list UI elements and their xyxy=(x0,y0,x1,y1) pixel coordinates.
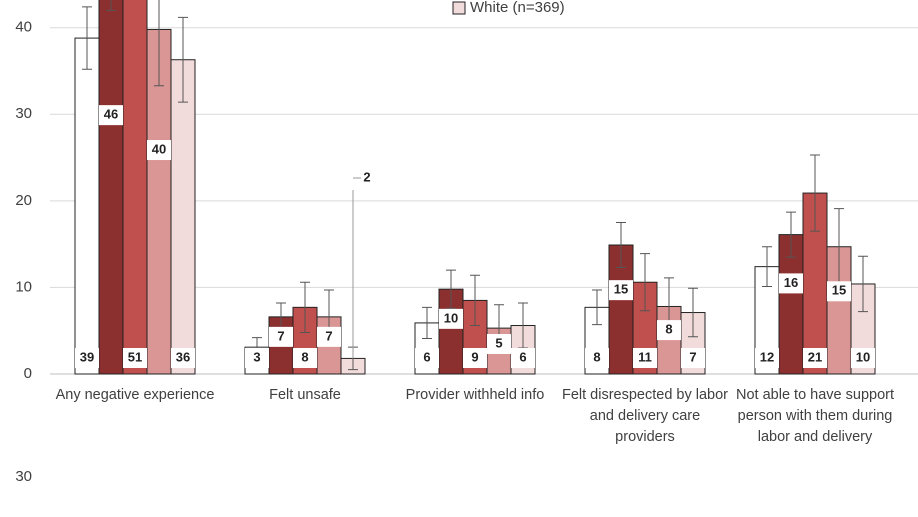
value-label: 10 xyxy=(444,310,458,325)
label-box xyxy=(803,348,827,368)
value-label: 3 xyxy=(253,349,260,364)
error-bar xyxy=(786,211,796,258)
value-label: 7 xyxy=(689,349,696,364)
error-bar xyxy=(762,246,772,288)
error-bar xyxy=(592,289,602,326)
value-label: 46 xyxy=(104,107,118,122)
x-tick-label: Not able to have support person with the… xyxy=(736,387,894,445)
label-box xyxy=(123,348,147,368)
value-label: 15 xyxy=(614,282,628,297)
bar xyxy=(122,0,148,375)
value-label: 6 xyxy=(519,349,526,364)
x-tick-label: Provider withheld info xyxy=(405,387,545,403)
value-label: 39 xyxy=(80,349,94,364)
label-box xyxy=(755,348,779,368)
error-bar xyxy=(446,269,456,309)
label-box xyxy=(415,348,439,368)
error-bar xyxy=(300,281,310,333)
error-bar xyxy=(616,221,626,269)
label-box xyxy=(779,273,803,294)
value-label: 12 xyxy=(760,349,774,364)
bar xyxy=(74,37,100,375)
label-box xyxy=(75,348,99,368)
y-tick-label: 0 xyxy=(24,365,32,382)
error-bar xyxy=(858,255,868,313)
label-box xyxy=(245,348,269,368)
bar xyxy=(98,0,124,375)
error-bar xyxy=(106,0,116,11)
label-box xyxy=(293,348,317,368)
error-bar xyxy=(178,16,188,103)
label-box xyxy=(585,348,609,368)
value-label: 21 xyxy=(808,349,822,364)
bar xyxy=(170,59,196,375)
label-box xyxy=(511,348,535,368)
error-bar xyxy=(154,0,164,87)
label-box xyxy=(439,308,463,329)
error-bar xyxy=(470,274,480,327)
value-label: 15 xyxy=(832,283,846,298)
value-label: 8 xyxy=(593,349,600,364)
y-tick-label: 30 xyxy=(15,105,32,122)
label-box xyxy=(487,334,511,354)
value-label: 9 xyxy=(471,349,478,364)
label-box xyxy=(633,348,657,368)
error-bar xyxy=(82,6,92,70)
value-label: 8 xyxy=(665,322,672,337)
value-label: 7 xyxy=(325,328,332,343)
x-tick-label: Felt disrespected by labor and delivery … xyxy=(561,387,729,445)
y-tick-label: 20 xyxy=(15,192,32,209)
label-box xyxy=(657,320,681,341)
value-label: 10 xyxy=(856,349,870,364)
value-label: 36 xyxy=(176,349,190,364)
bar xyxy=(146,28,172,375)
label-box xyxy=(851,348,875,368)
value-label: 11 xyxy=(638,349,652,364)
value-label: 51 xyxy=(128,349,142,364)
label-box xyxy=(681,348,705,368)
label-box xyxy=(269,326,293,347)
value-label: 7 xyxy=(277,328,284,343)
label-box xyxy=(317,326,341,347)
bar xyxy=(438,288,464,375)
label-box xyxy=(609,280,633,301)
error-bar xyxy=(688,287,698,338)
error-bar xyxy=(810,154,820,232)
label-box xyxy=(147,140,171,161)
value-label: 2 xyxy=(363,169,370,184)
legend-label: White (n=369) xyxy=(470,0,565,16)
label-box xyxy=(463,348,487,368)
value-label: 6 xyxy=(423,349,430,364)
y-tick-label: 40 xyxy=(15,19,32,36)
value-label: 8 xyxy=(301,349,308,364)
y-tick-label: 30 xyxy=(15,468,32,485)
x-tick-label: Any negative experience xyxy=(55,387,215,403)
legend-swatch xyxy=(452,1,466,15)
y-tick-label: 10 xyxy=(15,278,32,295)
value-label: 40 xyxy=(152,141,166,156)
label-box xyxy=(99,105,123,126)
error-bar xyxy=(422,306,432,340)
value-label: 5 xyxy=(495,335,502,350)
value-label: 16 xyxy=(784,275,798,290)
x-tick-label: Felt unsafe xyxy=(269,387,341,403)
label-box xyxy=(171,348,195,368)
error-bar xyxy=(640,253,650,312)
label-box xyxy=(827,281,851,302)
